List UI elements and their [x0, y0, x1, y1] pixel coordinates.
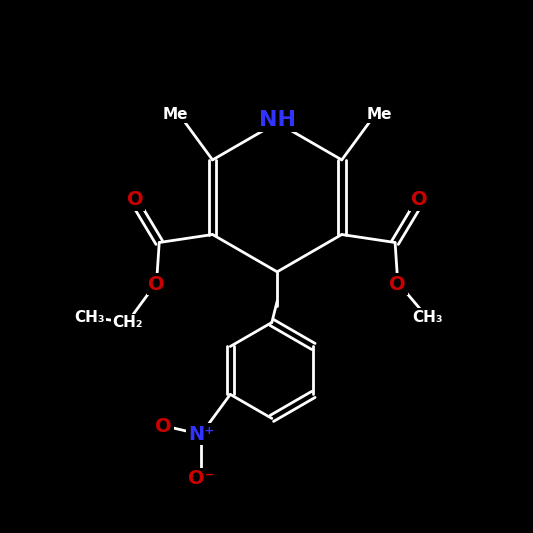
- Text: O: O: [411, 190, 427, 209]
- Text: CH₃: CH₃: [75, 310, 105, 325]
- Text: O⁻: O⁻: [188, 469, 214, 488]
- Text: O: O: [148, 274, 165, 294]
- Text: O: O: [390, 274, 406, 294]
- Text: O: O: [127, 190, 143, 209]
- Text: NH: NH: [259, 110, 296, 130]
- Text: Me: Me: [366, 107, 392, 122]
- Text: N⁺: N⁺: [188, 425, 214, 444]
- Text: Me: Me: [163, 107, 188, 122]
- Text: CH₂: CH₂: [112, 315, 142, 330]
- Text: CH₃: CH₃: [412, 310, 442, 325]
- Text: O: O: [155, 417, 172, 436]
